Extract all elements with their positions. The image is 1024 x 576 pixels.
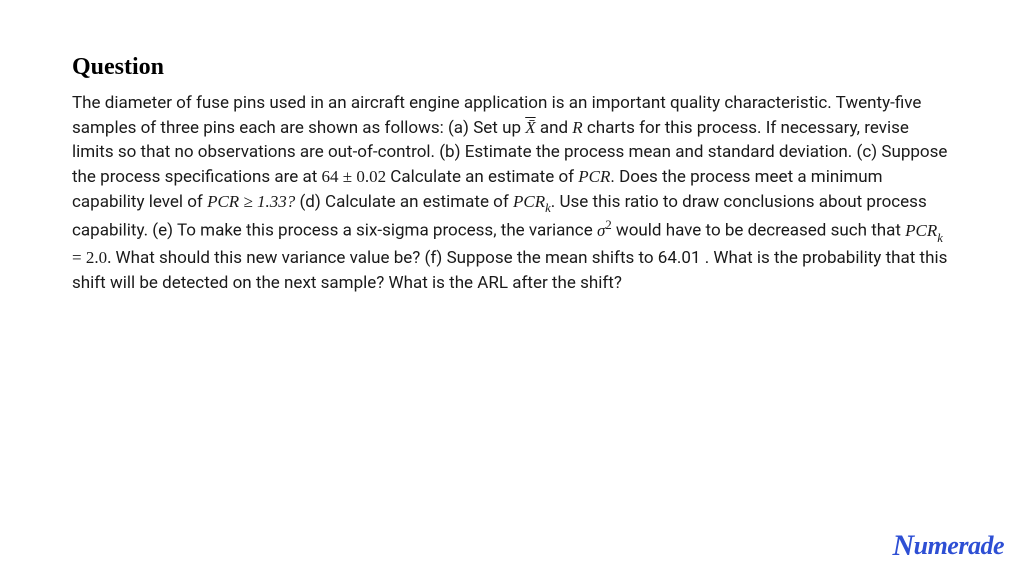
- logo-letter-n: N: [892, 529, 913, 563]
- question-container: Question The diameter of fuse pins used …: [0, 0, 1024, 295]
- math-pcrk: PCRk: [513, 192, 551, 211]
- text-segment: and: [536, 118, 573, 138]
- math-xbar-symbol: X̄: [525, 118, 535, 137]
- math-pcr-threshold: PCR ≥ 1.33?: [207, 192, 295, 211]
- text-segment: What should this new variance value be? …: [72, 248, 947, 293]
- text-segment: Calculate an estimate of: [386, 167, 578, 187]
- math-r: R: [572, 118, 582, 137]
- math-pcrk2-label: PCR: [905, 221, 937, 240]
- math-sigma2: σ2: [597, 221, 612, 240]
- math-spec: 64 ± 0.02: [321, 167, 386, 186]
- logo-rest: umerade: [914, 531, 1004, 560]
- math-pcrk2-sub: k: [937, 231, 943, 245]
- question-body: The diameter of fuse pins used in an air…: [72, 91, 952, 295]
- math-xbar: X̄: [525, 118, 535, 137]
- math-pcr: PCR: [578, 167, 610, 186]
- numerade-logo: Numerade: [892, 528, 1004, 562]
- math-sigma-sup: 2: [605, 218, 611, 232]
- text-segment: (d) Calculate an estimate of: [295, 192, 513, 212]
- math-eq-value: = 2.0.: [72, 248, 111, 267]
- text-segment: would have to be decreased such that: [612, 221, 905, 241]
- question-heading: Question: [72, 54, 952, 81]
- math-pcrk-label: PCR: [513, 192, 545, 211]
- math-pcrk-sub: k: [545, 201, 551, 215]
